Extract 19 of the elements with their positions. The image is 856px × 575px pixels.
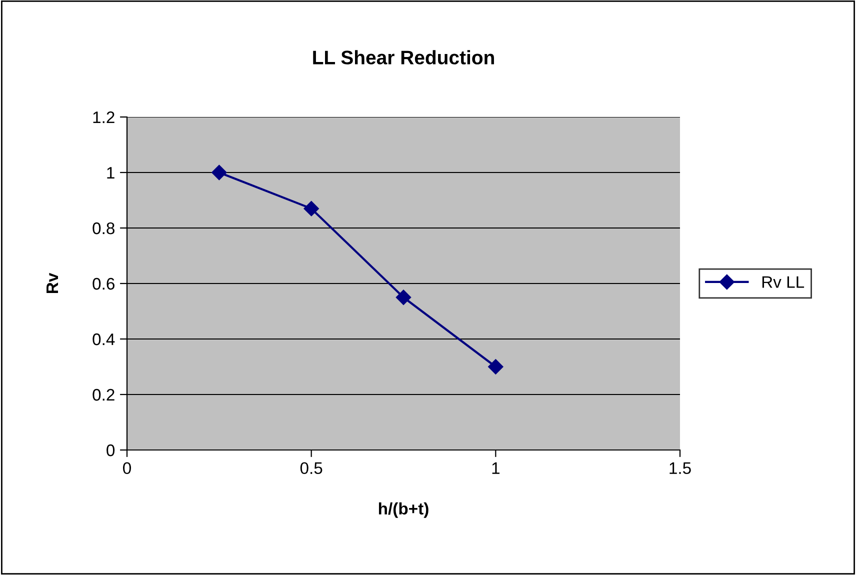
point — [488, 359, 504, 374]
x-axis-title: h/(b+t) — [378, 502, 428, 518]
y-tick-label: 0.4 — [92, 333, 115, 346]
y-tick-label: 0.6 — [92, 278, 114, 290]
point — [396, 290, 412, 305]
x-tick-label: 1 — [492, 462, 500, 474]
y-tick-label: 0 — [106, 444, 115, 456]
y-tick-label: 0.2 — [92, 388, 114, 401]
x-tick-label: 0.5 — [300, 462, 322, 474]
y-tick-label: 1.2 — [93, 111, 114, 124]
x-tick-label: 1.5 — [670, 462, 691, 474]
chart-title: LL Shear Reduction — [313, 50, 494, 64]
point — [212, 164, 227, 180]
x-tick-label: 0 — [123, 462, 131, 474]
y-tick-label: 0.8 — [92, 222, 114, 234]
legend-label: Rv LL — [762, 276, 804, 288]
point — [304, 201, 319, 216]
y-tick-label: 1 — [107, 167, 114, 179]
y-axis-title: Rv — [46, 272, 58, 294]
